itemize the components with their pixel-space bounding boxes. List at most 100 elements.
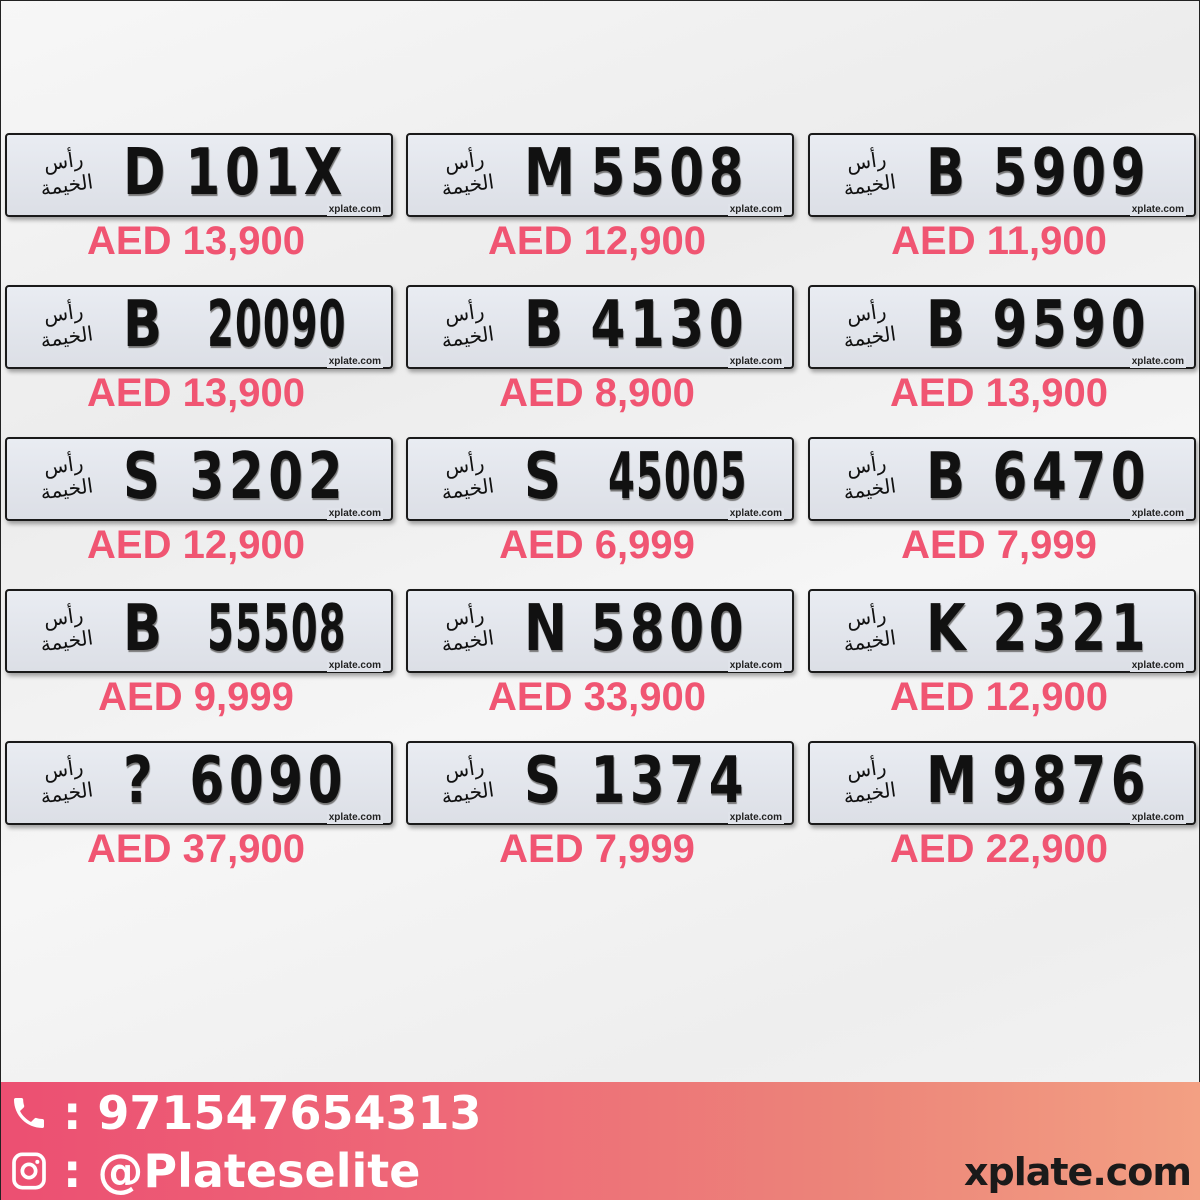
- license-plate: رأس الخيمة B 6470 xplate.com: [808, 437, 1196, 521]
- plate-watermark: xplate.com: [727, 812, 784, 824]
- license-plate: رأس الخيمة B 20090 xplate.com: [5, 285, 393, 369]
- plate-listing[interactable]: رأس الخيمة S 3202 xplate.com AED 12,900: [5, 437, 393, 571]
- plate-listing[interactable]: رأس الخيمة B 4130 xplate.com AED 8,900: [406, 285, 794, 419]
- emirate-name: رأس الخيمة: [439, 146, 496, 201]
- instagram-icon: [7, 1149, 51, 1193]
- emirate-name: رأس الخيمة: [841, 146, 898, 201]
- phone-number[interactable]: : 971547654313: [63, 1086, 482, 1140]
- emirate-name: رأس الخيمة: [841, 602, 898, 657]
- plate-watermark: xplate.com: [326, 812, 383, 824]
- plate-watermark: xplate.com: [727, 660, 784, 672]
- plate-price: AED 37,900: [87, 827, 305, 871]
- plate-listing[interactable]: رأس الخيمة B 20090 xplate.com AED 13,900: [5, 285, 393, 419]
- emirate-name: رأس الخيمة: [38, 146, 95, 201]
- plate-listing[interactable]: رأس الخيمة ? 6090 xplate.com AED 37,900: [5, 741, 393, 875]
- plate-code: S: [524, 744, 561, 818]
- emirate-name: رأس الخيمة: [439, 298, 496, 353]
- site-name: xplate.com: [964, 1150, 1192, 1194]
- plate-number: 3202: [189, 440, 347, 514]
- plate-code: N: [524, 592, 567, 666]
- plate-watermark: xplate.com: [1129, 356, 1186, 368]
- emirate-name: رأس الخيمة: [38, 450, 95, 505]
- plate-watermark: xplate.com: [1129, 660, 1186, 672]
- plate-code: S: [123, 440, 160, 514]
- phone-row: : 971547654313: [7, 1086, 482, 1140]
- plate-number: 5909: [992, 136, 1150, 210]
- plate-number: 20090: [207, 288, 347, 362]
- plate-listing[interactable]: رأس الخيمة B 5909 xplate.com AED 11,900: [808, 133, 1196, 267]
- plate-price: AED 11,900: [891, 219, 1107, 263]
- plate-code: B: [926, 440, 966, 514]
- plate-watermark: xplate.com: [727, 204, 784, 216]
- plate-watermark: xplate.com: [326, 660, 383, 672]
- plate-price: AED 13,900: [890, 371, 1108, 415]
- plate-listing[interactable]: رأس الخيمة M 9876 xplate.com AED 22,900: [808, 741, 1196, 875]
- plate-number: 55508: [207, 592, 347, 666]
- emirate-name: رأس الخيمة: [38, 754, 95, 809]
- plate-price: AED 8,900: [499, 371, 695, 415]
- plate-number: 6470: [992, 440, 1150, 514]
- plate-grid: رأس الخيمة D 101X xplate.com AED 13,900 …: [1, 1, 1200, 1081]
- plate-listing[interactable]: رأس الخيمة K 2321 xplate.com AED 12,900: [808, 589, 1196, 723]
- plate-listing[interactable]: رأس الخيمة S 45005 xplate.com AED 6,999: [406, 437, 794, 571]
- plate-number: 2321: [992, 592, 1150, 666]
- license-plate: رأس الخيمة B 4130 xplate.com: [406, 285, 794, 369]
- plate-price: AED 12,900: [890, 675, 1108, 719]
- plate-code: M: [524, 136, 575, 210]
- emirate-name: رأس الخيمة: [841, 450, 898, 505]
- license-plate: رأس الخيمة M 9876 xplate.com: [808, 741, 1196, 825]
- plate-watermark: xplate.com: [326, 356, 383, 368]
- emirate-name: رأس الخيمة: [841, 754, 898, 809]
- plate-number: 4130: [590, 288, 748, 362]
- license-plate: رأس الخيمة K 2321 xplate.com: [808, 589, 1196, 673]
- plate-code: B: [123, 592, 163, 666]
- phone-icon: [7, 1091, 51, 1135]
- plate-code: B: [524, 288, 564, 362]
- license-plate: رأس الخيمة B 9590 xplate.com: [808, 285, 1196, 369]
- plate-listing[interactable]: رأس الخيمة N 5800 xplate.com AED 33,900: [406, 589, 794, 723]
- plate-listing[interactable]: رأس الخيمة B 9590 xplate.com AED 13,900: [808, 285, 1196, 419]
- plate-number: 45005: [608, 440, 748, 514]
- plate-number: 5508: [590, 136, 748, 210]
- plate-code: B: [123, 288, 163, 362]
- plate-listing[interactable]: رأس الخيمة D 101X xplate.com AED 13,900: [5, 133, 393, 267]
- plate-price: AED 9,999: [98, 675, 294, 719]
- plate-listing[interactable]: رأس الخيمة M 5508 xplate.com AED 12,900: [406, 133, 794, 267]
- plate-number: 9590: [992, 288, 1150, 362]
- contact-footer: : 971547654313 : @Plateselite xplate.com: [1, 1082, 1200, 1200]
- plate-price: AED 7,999: [901, 523, 1097, 567]
- plate-price: AED 7,999: [499, 827, 695, 871]
- plate-code: B: [926, 288, 966, 362]
- license-plate: رأس الخيمة M 5508 xplate.com: [406, 133, 794, 217]
- license-plate: رأس الخيمة S 3202 xplate.com: [5, 437, 393, 521]
- plate-price: AED 13,900: [87, 371, 305, 415]
- plate-code: B: [926, 136, 966, 210]
- plate-price: AED 13,900: [87, 219, 305, 263]
- license-plate: رأس الخيمة S 1374 xplate.com: [406, 741, 794, 825]
- plate-number: 101X: [185, 136, 347, 210]
- license-plate: رأس الخيمة ? 6090 xplate.com: [5, 741, 393, 825]
- emirate-name: رأس الخيمة: [841, 298, 898, 353]
- license-plate: رأس الخيمة B 55508 xplate.com: [5, 589, 393, 673]
- plate-code: M: [926, 744, 977, 818]
- plate-code: ?: [123, 744, 153, 818]
- plate-code: S: [524, 440, 561, 514]
- plate-price: AED 12,900: [87, 523, 305, 567]
- emirate-name: رأس الخيمة: [439, 602, 496, 657]
- plate-watermark: xplate.com: [1129, 508, 1186, 520]
- plate-number: 5800: [590, 592, 748, 666]
- plate-listing[interactable]: رأس الخيمة S 1374 xplate.com AED 7,999: [406, 741, 794, 875]
- emirate-name: رأس الخيمة: [439, 450, 496, 505]
- license-plate: رأس الخيمة B 5909 xplate.com: [808, 133, 1196, 217]
- plate-listing[interactable]: رأس الخيمة B 6470 xplate.com AED 7,999: [808, 437, 1196, 571]
- plate-price: AED 33,900: [488, 675, 706, 719]
- emirate-name: رأس الخيمة: [38, 298, 95, 353]
- plate-listing[interactable]: رأس الخيمة B 55508 xplate.com AED 9,999: [5, 589, 393, 723]
- plate-price: AED 12,900: [488, 219, 706, 263]
- emirate-name: رأس الخيمة: [38, 602, 95, 657]
- plate-watermark: xplate.com: [727, 356, 784, 368]
- instagram-handle[interactable]: : @Plateselite: [63, 1144, 421, 1198]
- plate-watermark: xplate.com: [1129, 812, 1186, 824]
- plate-number: 9876: [992, 744, 1150, 818]
- plate-code: K: [926, 592, 966, 666]
